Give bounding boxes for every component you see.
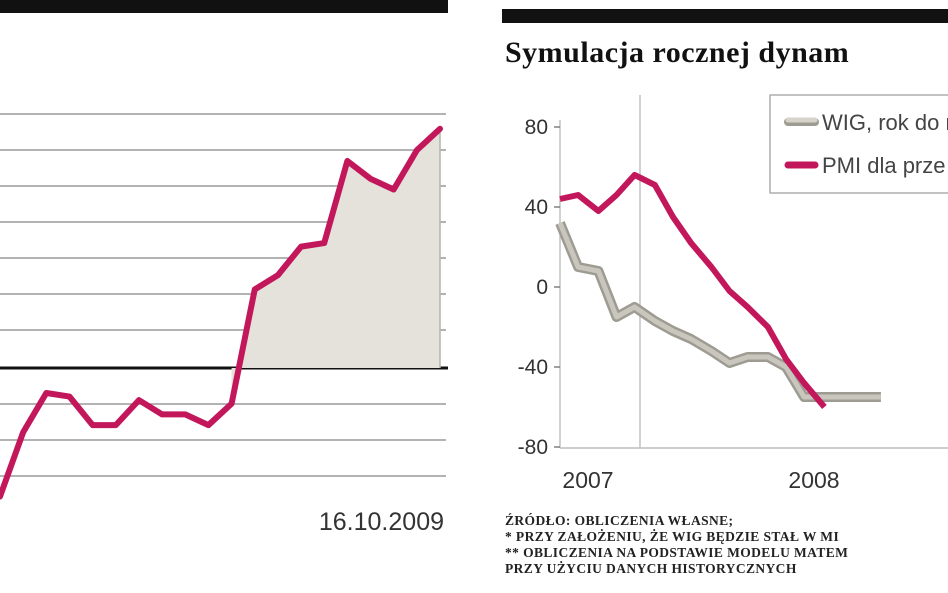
wig-line xyxy=(557,222,881,400)
y-tick-label: 40 xyxy=(525,196,548,219)
left-line xyxy=(0,125,443,500)
pmi-line xyxy=(559,172,827,409)
y-tick-label: 0 xyxy=(536,276,548,299)
x-tick-label: 2008 xyxy=(788,467,839,493)
legend-label-pmi: PMI dla prze xyxy=(822,153,946,178)
y-tick-label: -80 xyxy=(518,436,548,459)
footnotes: ŹRÓDŁO: OBLICZENIA WŁASNE; * PRZY ZAŁOŻE… xyxy=(505,513,848,576)
left-date-label: 16.10.2009 xyxy=(319,508,444,536)
legend-box xyxy=(769,94,948,194)
left-series-line xyxy=(0,125,443,500)
right-chart: Symulacja rocznej dynam 80 40 0 -40 -80 2007 2… xyxy=(502,9,948,576)
footnote-model: ** OBLICZENIA NA PODSTAWIE MODELU MATEM xyxy=(505,545,848,560)
right-header-bar xyxy=(502,9,948,23)
footnote-assumption: * PRZY ZAŁOŻENIU, ŻE WIG BĘDZIE STAŁ W M… xyxy=(505,529,839,544)
footnote-data: PRZY UŻYCIU DANYCH HISTORYCZNYCH xyxy=(505,561,797,576)
x-tick-label: 2007 xyxy=(562,467,613,493)
left-gridlines xyxy=(0,113,448,477)
legend-label-wig: WIG, rok do r xyxy=(822,110,948,135)
left-header-bar xyxy=(0,0,448,13)
y-tick-label: -40 xyxy=(518,356,548,379)
left-area-shade xyxy=(231,128,440,404)
footnote-source: ŹRÓDŁO: OBLICZENIA WŁASNE; xyxy=(505,513,733,528)
left-area-fill xyxy=(231,128,441,404)
wig-line-shadow xyxy=(555,221,881,402)
y-tick-label: 80 xyxy=(525,116,548,139)
left-chart: 16.10.2009 xyxy=(0,0,448,536)
right-axes: 80 40 0 -40 -80 2007 2008 xyxy=(518,95,948,493)
chart-title: Symulacja rocznej dynam xyxy=(505,36,849,69)
legend: WIG, rok do r PMI dla prze xyxy=(769,94,948,194)
right-series xyxy=(555,172,881,409)
